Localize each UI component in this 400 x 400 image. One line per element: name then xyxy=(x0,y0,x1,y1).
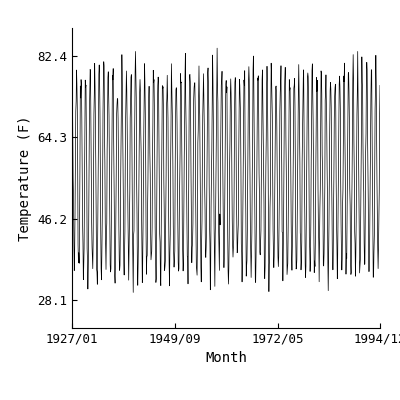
X-axis label: Month: Month xyxy=(205,352,247,366)
Y-axis label: Temperature (F): Temperature (F) xyxy=(18,115,32,241)
